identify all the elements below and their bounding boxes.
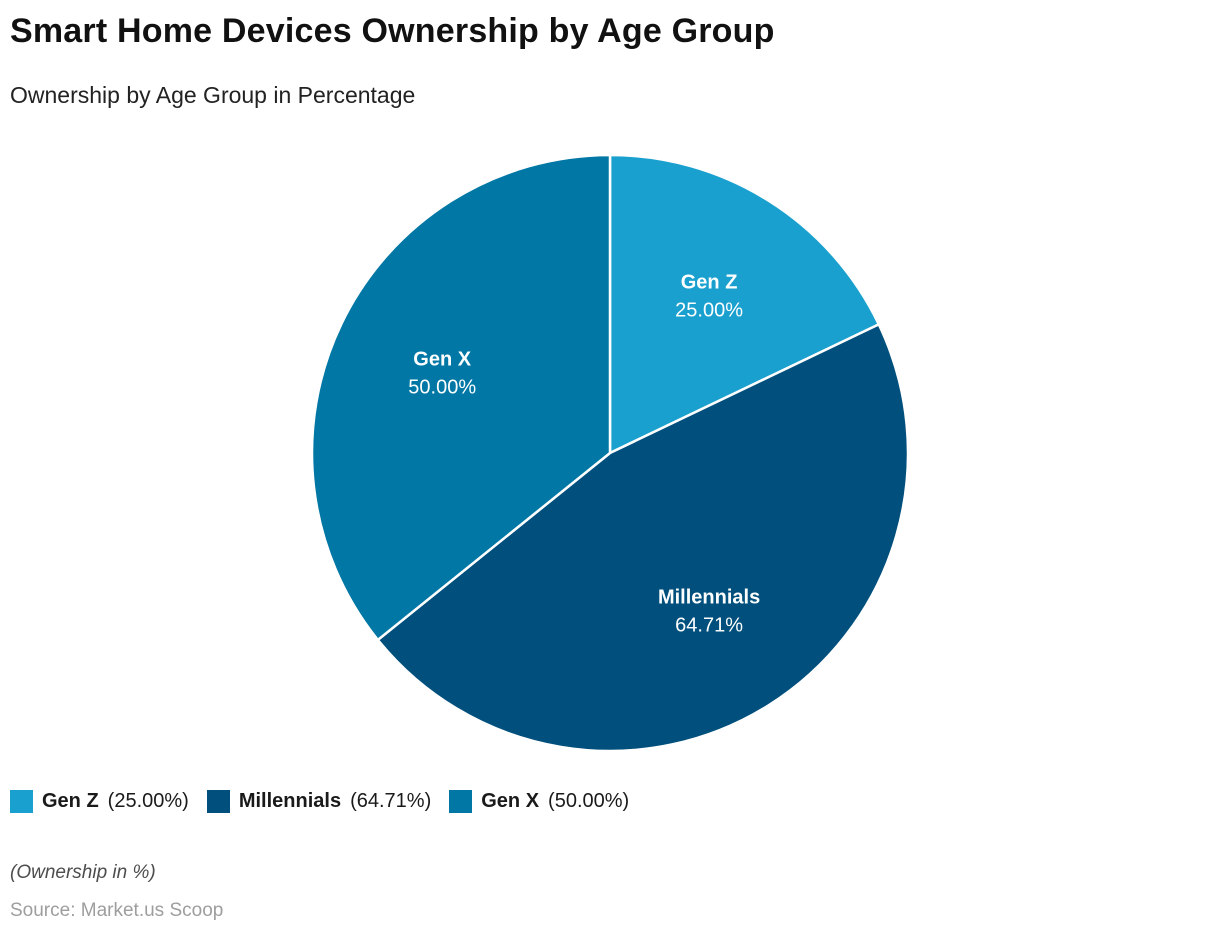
- chart-footnote: (Ownership in %): [10, 862, 156, 883]
- legend-item-gen-z: Gen Z (25.00%): [10, 790, 189, 813]
- chart-title: Smart Home Devices Ownership by Age Grou…: [10, 12, 775, 50]
- slice-label-name-gen-x: Gen X: [413, 349, 471, 371]
- pie-slice-millennials: [376, 323, 910, 753]
- chart-subtitle: Ownership by Age Group in Percentage: [10, 82, 416, 108]
- legend-item-millennials: Millennials (64.71%): [206, 790, 432, 813]
- pie-slice-gen-x: [310, 153, 612, 642]
- chart-source: Source: Market.us Scoop: [10, 900, 224, 921]
- legend-label: Gen X: [481, 790, 540, 812]
- slice-label-name-millennials: Millennials: [658, 586, 760, 608]
- slice-label-value-gen-z: 25.00%: [675, 300, 743, 322]
- legend-value: (64.71%): [350, 790, 432, 812]
- slice-label-name-gen-z: Gen Z: [681, 272, 738, 294]
- legend-swatch-gen-z: [10, 790, 33, 813]
- legend-swatch-millennials: [206, 790, 230, 813]
- slice-label-value-gen-x: 50.00%: [408, 377, 476, 399]
- slice-label-value-millennials: 64.71%: [675, 614, 743, 636]
- legend: Gen Z (25.00%) Millennials (64.71%) Gen …: [10, 790, 629, 813]
- legend-label: Millennials: [238, 790, 342, 812]
- legend-label: Gen Z: [42, 790, 99, 812]
- legend-value: (25.00%): [107, 790, 189, 812]
- legend-swatch-gen-x: [449, 790, 473, 813]
- legend-value: (50.00%): [548, 790, 630, 812]
- pie-slice-gen-z: [608, 153, 881, 455]
- legend-item-gen-x: Gen X (50.00%): [449, 790, 629, 813]
